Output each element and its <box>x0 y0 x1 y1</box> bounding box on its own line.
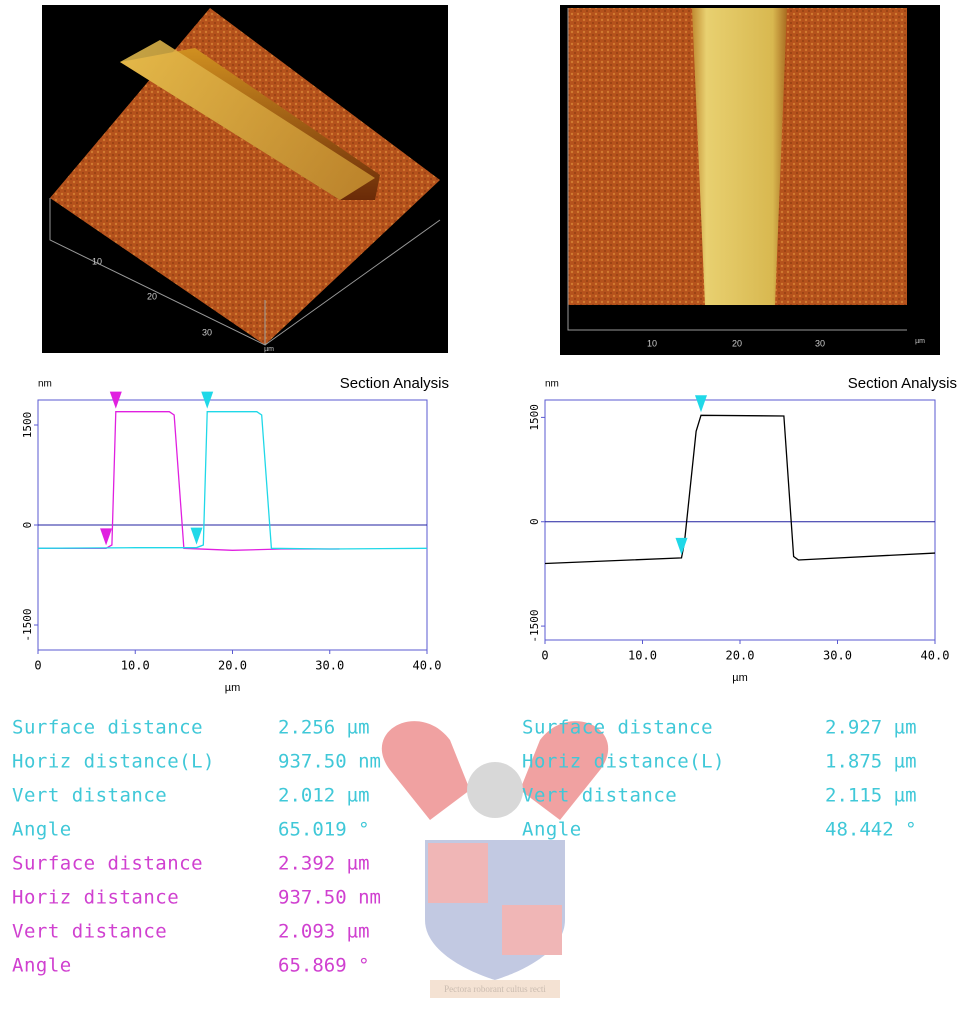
image-tick-label: 10 <box>92 256 102 266</box>
measurement-value: 48.442 ° <box>825 819 917 841</box>
measurement-value: 65.869 ° <box>278 955 370 977</box>
y-tick-label: 1500 <box>21 412 34 439</box>
measurement-value: 937.50 nm <box>278 751 381 773</box>
x-tick-label: 20.0 <box>726 649 755 663</box>
measurement-label: Surface distance <box>522 717 713 739</box>
x-tick-label: 30.0 <box>315 659 344 673</box>
figure: Pectora roborant cultus recti 10 20 30 µm 10… <box>0 0 963 1014</box>
measurement-label: Vert distance <box>522 785 677 807</box>
measurement-value: 2.115 µm <box>825 785 917 807</box>
measurement-label: Angle <box>12 819 72 841</box>
image-tick-label: 30 <box>202 327 212 337</box>
measurement-label: Horiz distance(L) <box>522 751 725 773</box>
y-unit: nm <box>38 379 52 390</box>
image-tick-label: 20 <box>732 338 742 348</box>
series-line <box>545 415 935 563</box>
chart-title: Section Analysis <box>848 375 957 392</box>
x-axis-label: µm <box>225 682 241 694</box>
afm-top-image <box>560 5 940 355</box>
measurement-value: 2.093 µm <box>278 921 370 943</box>
crest-motto: Pectora roborant cultus recti <box>444 984 546 994</box>
measurement-label: Vert distance <box>12 785 167 807</box>
plot-frame <box>545 400 935 640</box>
measurement-label: Surface distance <box>12 853 203 875</box>
image-tick-label: 10 <box>647 338 657 348</box>
y-tick-label: 0 <box>21 522 34 529</box>
stripe <box>692 8 787 305</box>
measurement-value: 2.927 µm <box>825 717 917 739</box>
y-tick-label: 0 <box>528 518 541 525</box>
x-tick-label: 40.0 <box>921 649 950 663</box>
cursor-marker <box>695 395 707 412</box>
image-tick-label: 20 <box>147 291 157 301</box>
figure-canvas: Pectora roborant cultus recti 10 20 30 µm 10… <box>0 0 963 1014</box>
measurement-value: 937.50 nm <box>278 887 381 909</box>
x-tick-label: 0 <box>541 649 548 663</box>
measurement-value: 1.875 µm <box>825 751 917 773</box>
x-tick-label: 30.0 <box>823 649 852 663</box>
image-tick-label: 30 <box>815 338 825 348</box>
x-tick-label: 20.0 <box>218 659 247 673</box>
cursor-marker <box>100 528 112 545</box>
afm-3d-image <box>42 5 448 353</box>
y-unit: nm <box>545 379 559 390</box>
measurement-label: Angle <box>12 955 72 977</box>
measurement-label: Horiz distance(L) <box>12 751 215 773</box>
crest-mantling <box>382 721 470 820</box>
series-line <box>38 412 339 551</box>
crest-quarter <box>502 905 562 955</box>
cursor-marker <box>191 528 203 545</box>
measurement-label: Vert distance <box>12 921 167 943</box>
measurement-label: Horiz distance <box>12 887 179 909</box>
image-unit: µm <box>264 346 274 353</box>
crest-quarter <box>428 843 488 903</box>
y-tick-label: 1500 <box>528 404 541 431</box>
x-tick-label: 10.0 <box>628 649 657 663</box>
x-axis-label: µm <box>732 672 748 684</box>
y-tick-label: -1500 <box>528 610 541 643</box>
crest-helmet <box>467 762 523 818</box>
x-tick-label: 10.0 <box>121 659 150 673</box>
chart-title: Section Analysis <box>340 375 449 392</box>
measurement-value: 2.392 µm <box>278 853 370 875</box>
measurement-value: 2.256 µm <box>278 717 370 739</box>
series-line <box>38 412 427 549</box>
measurement-value: 2.012 µm <box>278 785 370 807</box>
measurement-value: 65.019 ° <box>278 819 370 841</box>
y-tick-label: -1500 <box>21 608 34 641</box>
image-unit: µm <box>915 338 925 345</box>
measurement-label: Surface distance <box>12 717 203 739</box>
x-tick-label: 40.0 <box>413 659 442 673</box>
measurement-label: Angle <box>522 819 582 841</box>
cursor-marker <box>676 538 688 555</box>
x-tick-label: 0 <box>34 659 41 673</box>
